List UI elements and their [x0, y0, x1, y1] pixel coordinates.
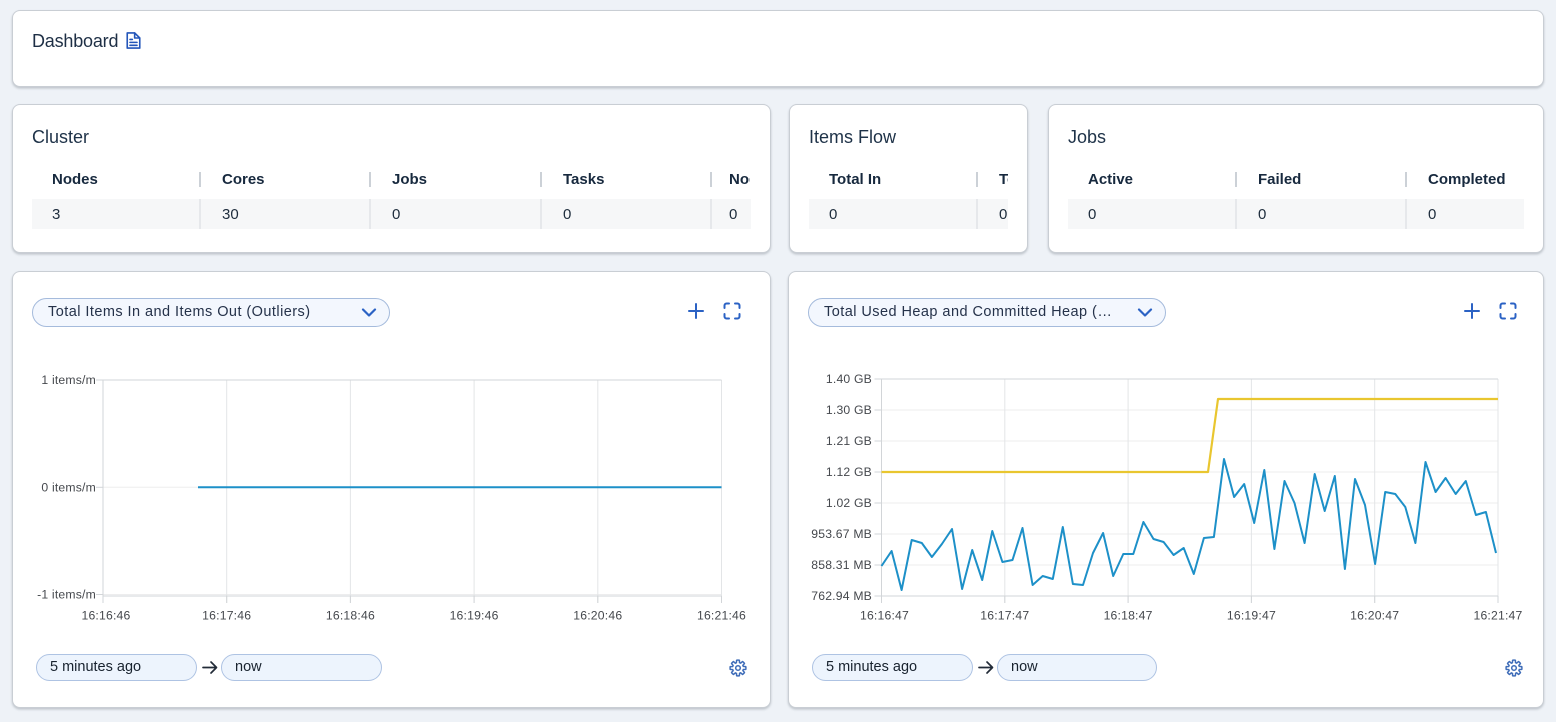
- svg-text:953.67 MB: 953.67 MB: [811, 527, 872, 541]
- svg-text:1.30 GB: 1.30 GB: [826, 403, 872, 417]
- svg-text:16:19:46: 16:19:46: [450, 609, 499, 623]
- svg-text:1.40 GB: 1.40 GB: [826, 372, 872, 386]
- svg-text:16:20:47: 16:20:47: [1350, 609, 1399, 623]
- svg-text:0 items/m: 0 items/m: [41, 480, 96, 494]
- svg-text:-1 items/m: -1 items/m: [37, 588, 96, 602]
- svg-text:16:21:47: 16:21:47: [1473, 609, 1522, 623]
- svg-text:16:17:46: 16:17:46: [202, 609, 251, 623]
- svg-text:1.02 GB: 1.02 GB: [826, 496, 872, 510]
- svg-text:16:19:47: 16:19:47: [1227, 609, 1276, 623]
- svg-text:16:21:46: 16:21:46: [697, 609, 746, 623]
- svg-text:16:16:46: 16:16:46: [81, 609, 130, 623]
- svg-text:16:16:47: 16:16:47: [860, 609, 909, 623]
- svg-text:16:20:46: 16:20:46: [573, 609, 622, 623]
- svg-text:858.31 MB: 858.31 MB: [811, 558, 872, 572]
- svg-text:1.21 GB: 1.21 GB: [826, 434, 872, 448]
- svg-text:1.12 GB: 1.12 GB: [826, 465, 872, 479]
- svg-text:1 items/m: 1 items/m: [41, 373, 96, 387]
- svg-text:16:17:47: 16:17:47: [980, 609, 1029, 623]
- svg-text:16:18:47: 16:18:47: [1104, 609, 1153, 623]
- svg-text:762.94 MB: 762.94 MB: [811, 589, 872, 603]
- svg-text:16:18:46: 16:18:46: [326, 609, 375, 623]
